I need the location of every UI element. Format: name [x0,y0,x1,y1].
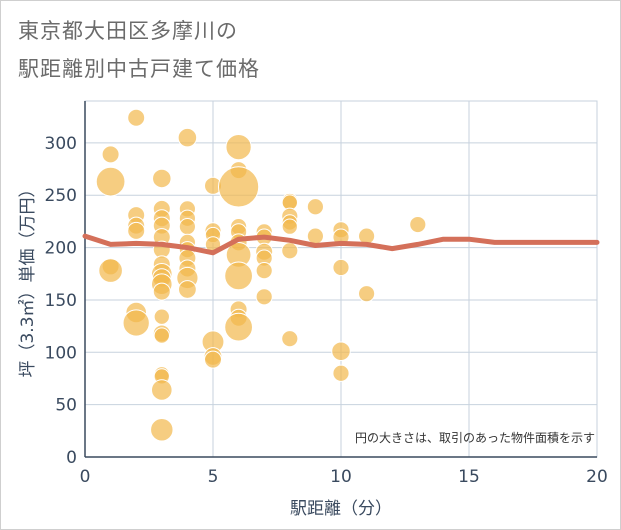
bubble-size-note: 円の大きさは、取引のあった物件面積を示す [355,430,595,445]
bubble-point [225,133,252,161]
bubble-point [127,221,146,240]
bubble-point [101,145,120,164]
bubble-point [150,418,174,442]
y-tick-label: 100 [45,343,77,363]
bubble-point [358,285,376,303]
bubble-point [281,218,298,235]
bubble-point [127,108,146,127]
y-tick-label: 50 [55,396,77,416]
bubble-point [281,330,299,348]
bubble-point [177,127,198,148]
bubble-point [95,166,126,197]
x-tick-label: 0 [80,467,91,487]
y-axis-ticks: 0 50 100 150 200 250 300 [45,134,77,468]
bubble-point [255,288,273,306]
x-tick-label: 10 [330,467,352,487]
y-axis-label: 坪（3.3㎡）単価（万円） [18,180,38,377]
y-tick-label: 200 [45,239,77,259]
bubble-point [218,166,260,208]
trend-line [82,233,600,256]
bubble-point [224,312,253,342]
bubble-point [331,341,351,362]
bubble-point [281,242,299,260]
bubble-point [255,262,273,280]
bubble-point [178,218,196,236]
bubble-point [152,282,171,301]
bubble-point [122,309,150,337]
bubble-point [98,258,123,283]
y-tick-label: 300 [45,134,77,154]
chart-title-line-1: 東京都大田区多摩川の [18,19,238,43]
bubble-point [306,198,324,216]
bubble-point [409,215,427,234]
bubble-point [152,168,172,189]
chart-title-line-2: 駅距離別中古戸建て価格 [18,57,260,81]
x-axis-label: 駅距離（分） [290,499,392,519]
bubble-layer [95,108,427,442]
y-tick-label: 150 [45,291,77,311]
x-tick-label: 20 [586,467,608,487]
bubble-point [151,379,173,401]
y-tick-label: 250 [45,186,77,206]
bubble-point [153,308,170,325]
bubble-point [153,327,170,344]
bubble-point [332,258,350,277]
bubble-point [204,350,222,369]
y-tick-label: 0 [66,448,77,468]
bubble-point [306,227,324,245]
bubble-point [178,280,197,299]
x-tick-label: 5 [208,467,219,487]
x-tick-label: 15 [458,467,480,487]
bubble-point [332,364,350,382]
bubble-point [224,261,253,291]
x-axis-ticks: 0 5 10 15 20 [80,467,608,487]
